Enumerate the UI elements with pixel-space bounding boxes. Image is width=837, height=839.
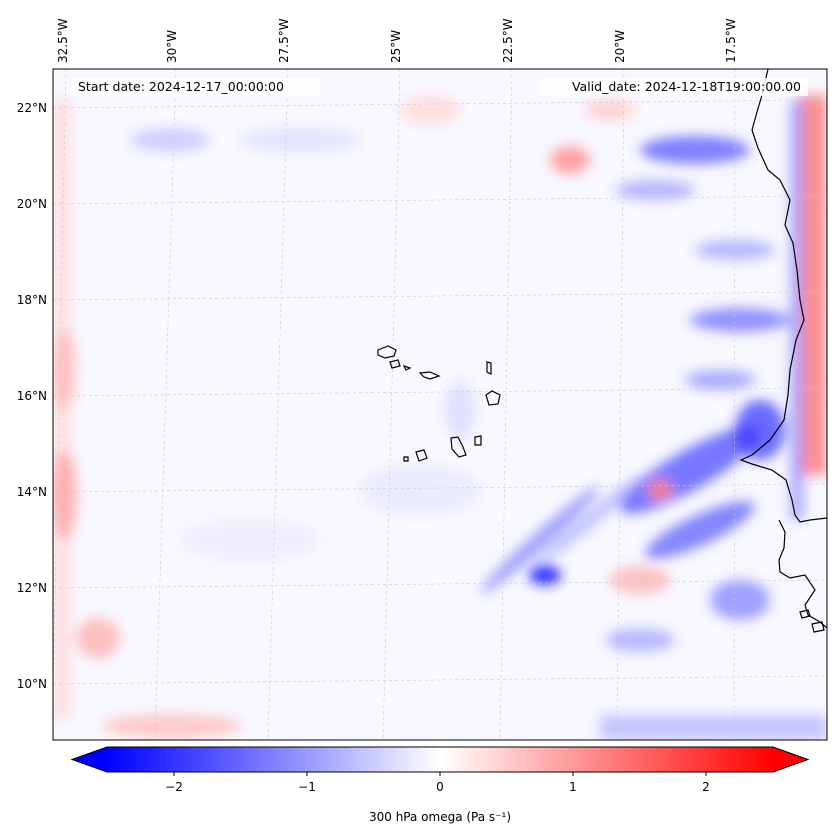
lon-tick-label: 27.5°W (277, 18, 291, 63)
island-sao-nicolau (418, 371, 441, 380)
colorbar-tick-label: −1 (298, 780, 316, 794)
lat-tick-label: 10°N (17, 677, 47, 691)
colorbar: −2 −1 0 1 2 300 hPa omega (Pa s⁻¹) (70, 746, 810, 824)
lat-tick-label: 16°N (17, 389, 47, 403)
island-fogo (415, 449, 428, 462)
lon-tick-labels: 32.5°W 30°W 27.5°W 25°W 22.5°W 20°W 17.5… (56, 18, 738, 63)
coastlines (377, 69, 827, 633)
lat-tick-label: 18°N (17, 293, 47, 307)
lat-tick-label: 14°N (17, 485, 47, 499)
lon-tick-label: 20°W (613, 30, 627, 63)
colorbar-tick-label: −2 (165, 780, 183, 794)
colorbar-extend-high (773, 747, 808, 772)
island-boa-vista (485, 390, 501, 406)
island-sal (486, 361, 492, 375)
colorbar-ticks (173, 772, 707, 776)
island-maio (474, 435, 482, 446)
gridlines (53, 69, 827, 740)
title-right-box (540, 78, 808, 96)
island-sao-vicente (389, 359, 401, 369)
lon-tick-label: 22.5°W (501, 18, 515, 63)
lat-tick-labels: 22°N 20°N 18°N 16°N 14°N 12°N 10°N (17, 101, 47, 691)
island-bissagos (799, 609, 825, 633)
map-panel: Start date: 2024-12-17_00:00:00 Valid_da… (53, 69, 827, 740)
lat-tick-label: 12°N (17, 581, 47, 595)
island-santiago (450, 436, 467, 458)
colorbar-tick-label: 0 (436, 780, 444, 794)
island-santa-luzia (402, 364, 412, 371)
title-right: Valid_date: 2024-12-18T19:00:00.00 (572, 79, 801, 94)
island-santo-antao (377, 345, 397, 359)
map-frame (52, 68, 828, 741)
island-brava (403, 456, 409, 462)
map-background (53, 69, 827, 740)
lon-tick-label: 32.5°W (56, 18, 70, 63)
africa-coastline-north (739, 69, 827, 523)
lon-tick-label: 30°W (165, 30, 179, 63)
colorbar-extend-low (72, 747, 107, 772)
title-left: Start date: 2024-12-17_00:00:00 (78, 79, 284, 94)
lat-tick-label: 20°N (17, 197, 47, 211)
colorbar-tick-label: 2 (702, 780, 710, 794)
lon-tick-label: 17.5°W (724, 18, 738, 63)
colorbar-tick-label: 1 (569, 780, 577, 794)
colorbar-gradient (107, 747, 773, 772)
lat-tick-label: 22°N (17, 101, 47, 115)
title-left-box (72, 78, 320, 96)
colorbar-label: 300 hPa omega (Pa s⁻¹) (369, 810, 511, 824)
lon-tick-label: 25°W (389, 30, 403, 63)
colorbar-outline (70, 746, 810, 773)
